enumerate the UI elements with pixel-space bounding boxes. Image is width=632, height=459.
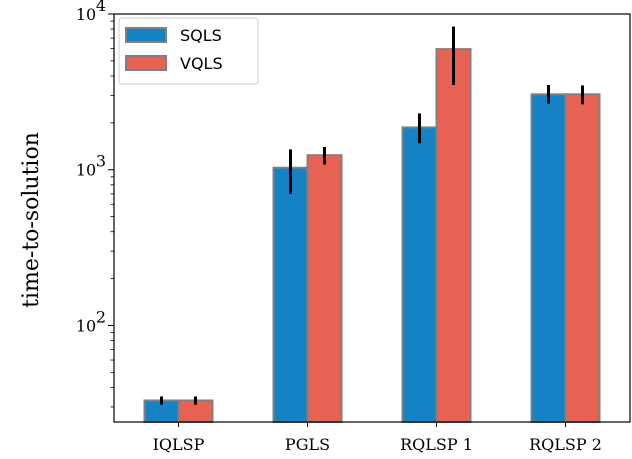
bar-sqls-3: [530, 93, 567, 423]
legend-swatch-vqls: [125, 55, 167, 71]
y-tick-exponent-2: 4: [96, 0, 106, 15]
legend-label-sqls: SQLS: [180, 26, 222, 45]
x-tick-label-3: RQLSP 2: [529, 435, 602, 454]
y-axis-title: time-to-solution: [19, 132, 44, 308]
y-tick-exponent-0: 2: [96, 307, 106, 326]
error-bars-layer: [160, 26, 584, 405]
bar-vqls-3: [564, 93, 601, 423]
y-tick-label-2: 10: [76, 5, 96, 24]
bar-sqls-2: [401, 126, 438, 424]
bar-sqls-1: [272, 166, 309, 423]
y-tick-label-0: 10: [76, 316, 96, 335]
x-tick-label-1: PGLS: [285, 435, 330, 454]
bars-layer: [143, 48, 601, 424]
x-tick-label-0: IQLSP: [153, 435, 205, 454]
x-tick-label-2: RQLSP 1: [400, 435, 473, 454]
y-tick-label-1: 10: [76, 161, 96, 180]
bar-vqls-1: [306, 154, 343, 423]
plot-frame: [113, 13, 631, 423]
legend: SQLS VQLS: [118, 17, 259, 85]
legend-label-vqls: VQLS: [180, 54, 223, 73]
bar-vqls-2: [435, 48, 472, 424]
legend-swatch-sqls: [125, 27, 167, 43]
y-tick-exponent-1: 3: [96, 152, 106, 171]
